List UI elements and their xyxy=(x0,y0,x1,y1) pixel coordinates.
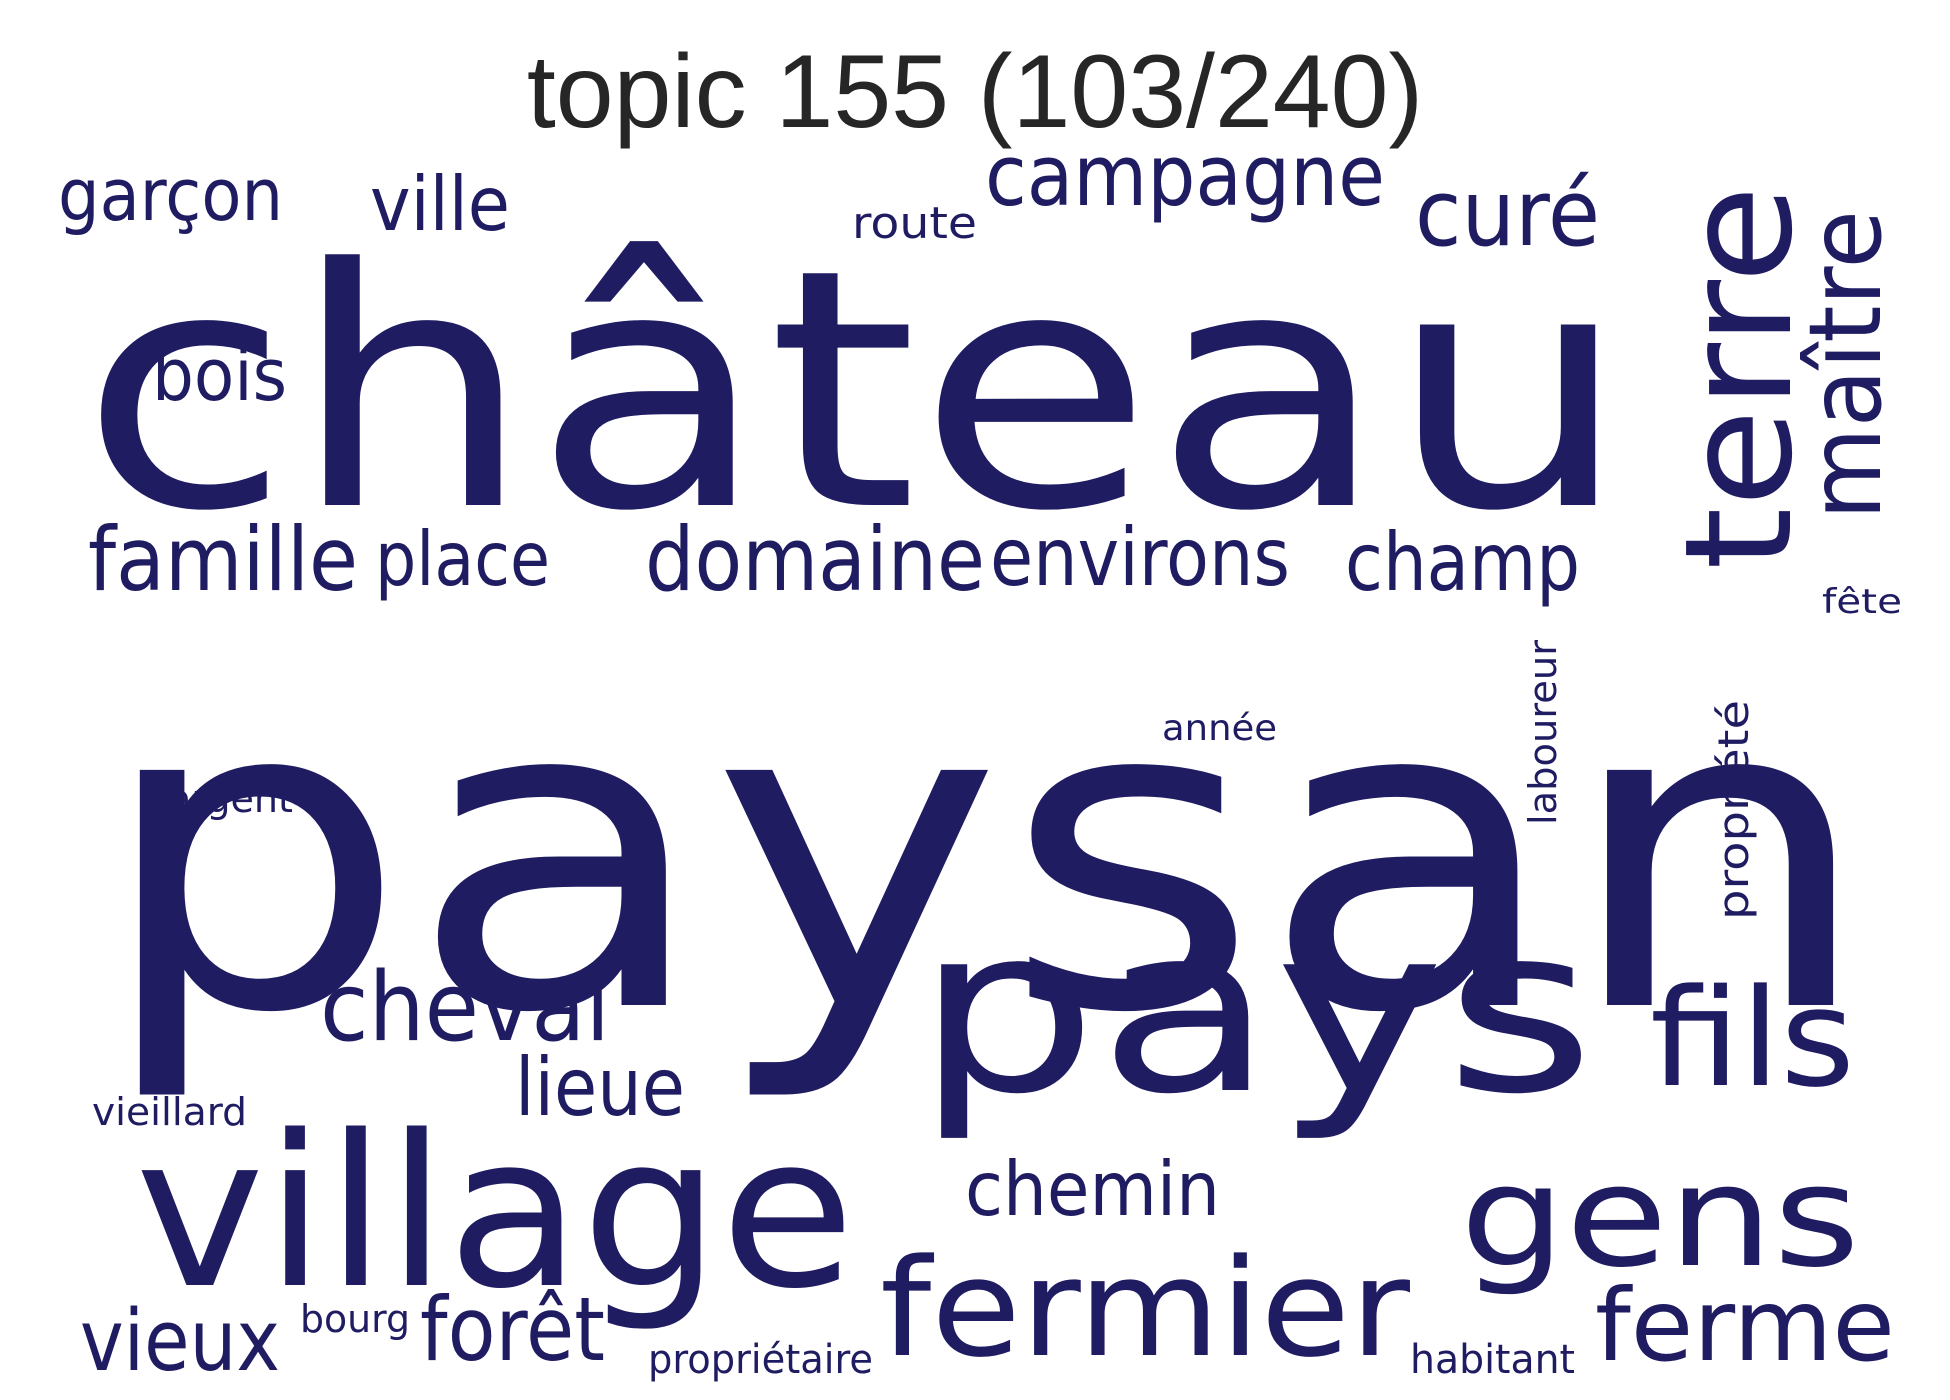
word-habitant: habitant xyxy=(1410,1337,1575,1383)
word-cheval: cheval xyxy=(320,953,610,1063)
word-cure: curé xyxy=(1415,160,1600,267)
word-garcon: garçon xyxy=(58,153,283,237)
word-vieillard: vieillard xyxy=(92,1090,247,1134)
word-proprietaire: propriétaire xyxy=(648,1337,873,1383)
word-route: route xyxy=(852,198,977,249)
word-foret: forêt xyxy=(420,1278,605,1381)
word-annee: année xyxy=(1162,708,1277,749)
word-champ: champ xyxy=(1345,516,1580,609)
word-chemin: chemin xyxy=(965,1145,1220,1233)
word-vieux: vieux xyxy=(80,1292,280,1391)
word-paysan: paysan xyxy=(95,607,1875,1107)
word-propriete: propriété xyxy=(1709,700,1758,920)
word-terre: terre xyxy=(1653,185,1825,570)
cloud-title: topic 155 (103/240) xyxy=(526,34,1424,150)
word-lieue: lieue xyxy=(515,1041,685,1134)
word-domaine: domaine xyxy=(645,508,985,611)
word-argent: argent xyxy=(168,777,293,821)
word-bois: bois xyxy=(152,333,287,417)
word-chateau: château xyxy=(80,199,1630,583)
word-laboureur: laboureur xyxy=(1521,640,1565,825)
word-bourg: bourg xyxy=(300,1297,410,1341)
word-place: place xyxy=(375,515,550,603)
word-gens: gens xyxy=(1460,1136,1860,1299)
word-fermier: fermier xyxy=(880,1230,1411,1387)
word-ville: ville xyxy=(370,160,510,248)
word-famille: famille xyxy=(88,508,358,611)
word-fils: fils xyxy=(1650,960,1855,1117)
word-village: village xyxy=(135,1090,855,1335)
word-environs: environs xyxy=(990,511,1290,604)
word-fete: fête xyxy=(1822,582,1902,622)
word-ferme: ferme xyxy=(1595,1267,1895,1384)
word-pays: pays xyxy=(915,878,1595,1145)
word-maitre: maître xyxy=(1787,210,1904,520)
word-campagne: campagne xyxy=(985,127,1385,226)
